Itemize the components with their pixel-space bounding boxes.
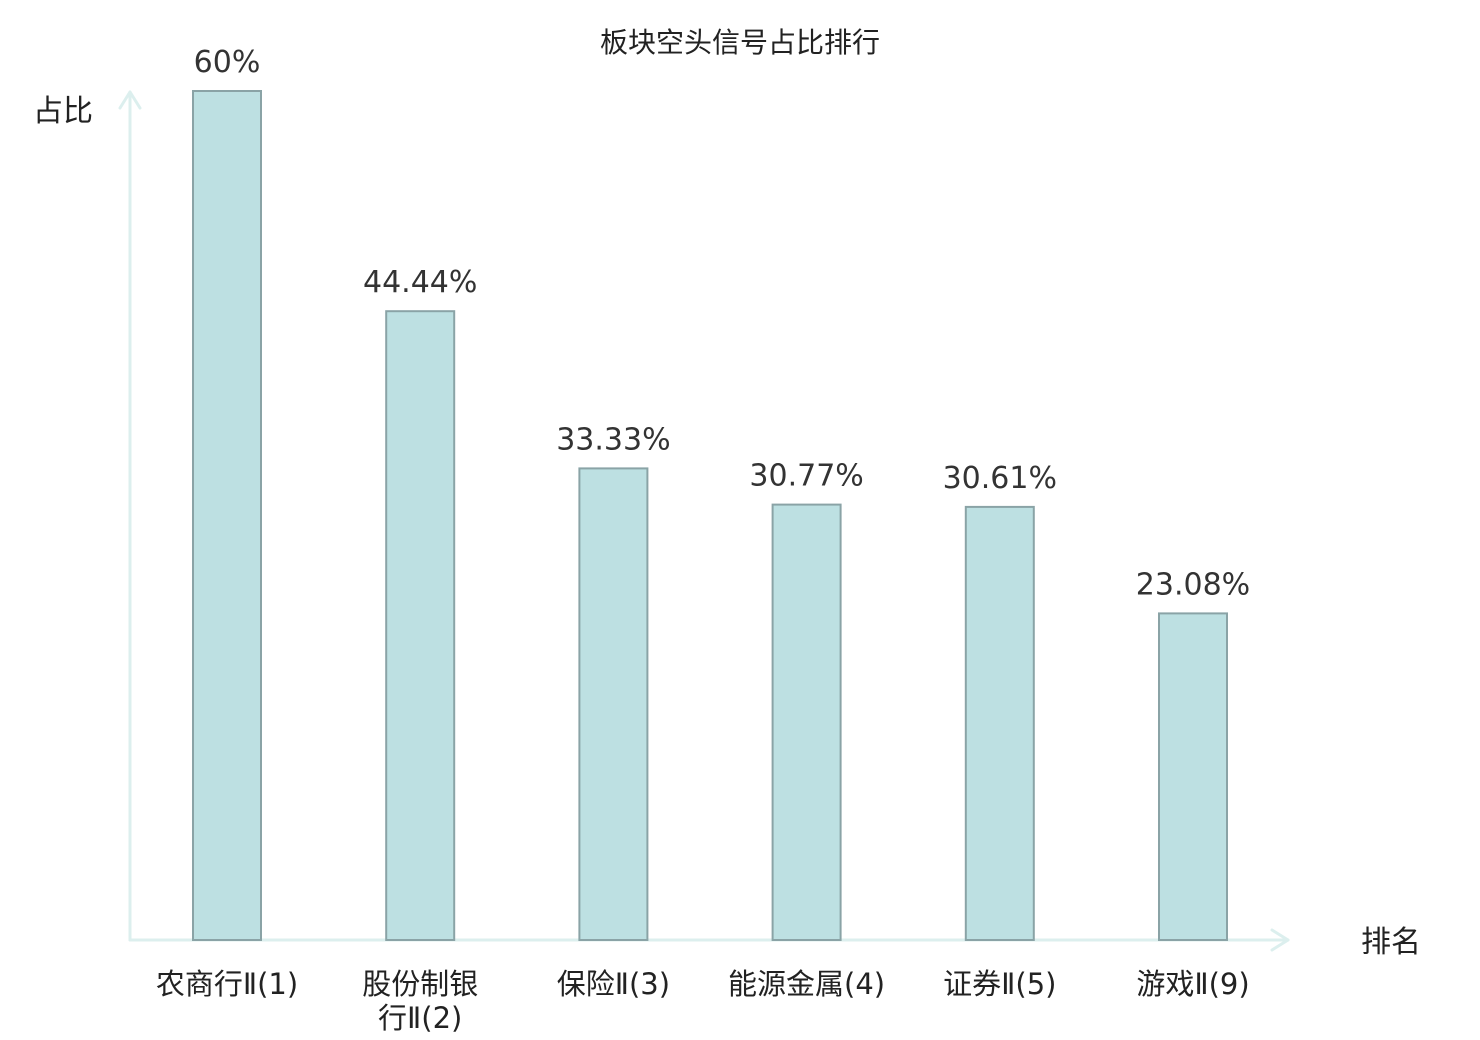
category-tick-label: 农商行Ⅱ(1) bbox=[156, 967, 298, 1001]
value-labels-group: 60% 44.44% 33.33% 30.77% 30.61% 23.08% bbox=[194, 45, 1251, 602]
category-tick-label: 保险Ⅱ(3) bbox=[557, 967, 670, 1001]
bar bbox=[964, 505, 1035, 941]
y-axis-label: 占比 bbox=[33, 94, 93, 129]
bars-group bbox=[192, 90, 1228, 942]
chart-title: 板块空头信号占比排行 bbox=[600, 26, 880, 59]
bar-value-label: 33.33% bbox=[556, 422, 670, 457]
category-tick-label: 证券Ⅱ(5) bbox=[943, 967, 1056, 1001]
category-tick-label: 游戏Ⅱ(9) bbox=[1136, 967, 1249, 1001]
bar bbox=[578, 467, 649, 941]
x-axis-arrow bbox=[1270, 928, 1290, 952]
bar-value-label: 23.08% bbox=[1136, 567, 1250, 602]
bar bbox=[771, 503, 842, 941]
bar-value-label: 60% bbox=[194, 45, 261, 80]
bar-value-label: 30.77% bbox=[749, 459, 863, 494]
category-label-line: 证券Ⅱ(5) bbox=[943, 967, 1056, 1001]
bar bbox=[192, 90, 262, 941]
bar bbox=[1158, 612, 1228, 942]
category-label-line: 游戏Ⅱ(9) bbox=[1136, 967, 1249, 1001]
bar bbox=[385, 310, 456, 941]
category-tick-label: 股份制银行Ⅱ(2) bbox=[362, 967, 478, 1035]
chart-axes bbox=[118, 90, 1290, 952]
x-axis-label: 排名 bbox=[1361, 925, 1421, 960]
category-label-line: 能源金属(4) bbox=[728, 967, 885, 1001]
bar-value-label: 30.61% bbox=[943, 461, 1057, 496]
category-label-line: 农商行Ⅱ(1) bbox=[156, 967, 298, 1001]
y-axis-arrow bbox=[118, 90, 142, 110]
category-label-line: 行Ⅱ(2) bbox=[378, 1001, 462, 1035]
bar-value-label: 44.44% bbox=[363, 265, 477, 300]
category-label-line: 保险Ⅱ(3) bbox=[557, 967, 670, 1001]
category-tick-label: 能源金属(4) bbox=[728, 967, 885, 1001]
category-labels-group: 农商行Ⅱ(1) 股份制银行Ⅱ(2) 保险Ⅱ(3) 能源金属(4) 证券Ⅱ(5) 游戏Ⅱ(9… bbox=[156, 967, 1250, 1035]
category-label-line: 股份制银 bbox=[362, 967, 478, 1001]
